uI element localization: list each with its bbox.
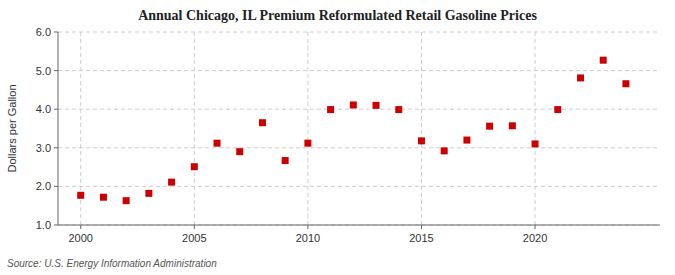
point [350,101,357,108]
y-tick [54,32,58,33]
x-tick-label: 2005 [182,232,206,244]
source-note: Source: U.S. Energy Information Administ… [7,258,217,269]
x-tick [421,225,422,229]
y-grid-line [58,109,660,110]
point [509,122,516,129]
axes: 1.0 2.0 3.0 4.0 5.0 6.0 2000 2005 2010 2015 2020 [36,26,660,244]
point [373,102,380,109]
y-tick-label: 5.0 [36,65,51,77]
point [395,106,402,113]
point [168,179,175,186]
y-tick-label: 1.0 [36,219,51,231]
point [191,163,198,170]
point [100,194,107,201]
point [236,148,243,155]
point [600,57,607,64]
point [463,137,470,144]
y-axis-line [58,32,59,225]
point [145,190,152,197]
y-tick [54,186,58,187]
y-tick [54,147,58,148]
point [532,140,539,147]
point [282,157,289,164]
y-tick-label: 6.0 [36,26,51,38]
x-grid-line [421,32,422,225]
x-grid-line [535,32,536,225]
y-grid-line [58,225,660,226]
point [486,123,493,130]
x-tick [307,225,308,229]
y-axis-label: Dollars per Gallon [6,84,18,172]
point [214,140,221,147]
y-tick-label: 3.0 [36,142,51,154]
point [327,106,334,113]
x-grid-line [194,32,195,225]
x-tick-label: 2000 [68,232,92,244]
x-grid-line [307,32,308,225]
y-grid-line [58,147,660,148]
point [259,119,266,126]
point [554,106,561,113]
point [441,147,448,154]
grid [58,32,660,225]
y-tick-label: 2.0 [36,180,51,192]
x-axis-line [58,225,660,226]
point [123,197,130,204]
point [577,74,584,81]
points [77,57,629,205]
y-grid-line [58,70,660,71]
y-tick [54,70,58,71]
x-tick-label: 2020 [523,232,547,244]
y-grid-line [58,32,660,33]
x-tick [80,225,81,229]
y-tick [54,225,58,226]
point [77,192,84,199]
x-tick-label: 2015 [409,232,433,244]
y-tick-label: 4.0 [36,103,51,115]
point [304,140,311,147]
y-grid-line [58,186,660,187]
point [622,80,629,87]
point [418,137,425,144]
x-tick [194,225,195,229]
chart: Annual Chicago, IL Premium Reformulated … [0,0,675,275]
title: Annual Chicago, IL Premium Reformulated … [138,8,537,23]
y-tick [54,109,58,110]
x-tick [535,225,536,229]
x-tick-label: 2010 [296,232,320,244]
